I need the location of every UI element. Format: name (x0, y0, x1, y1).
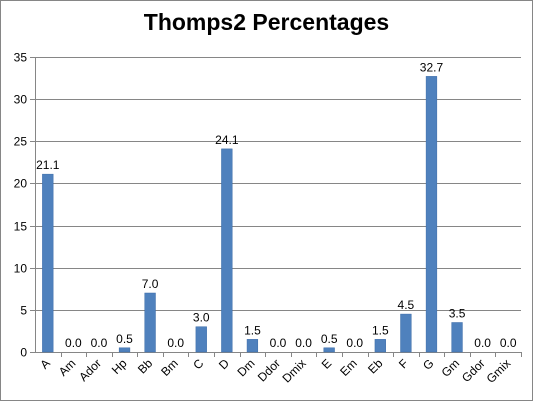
data-label-dm: 1.5 (244, 323, 261, 337)
y-tick-label: 5 (20, 304, 27, 318)
bar-g (425, 76, 438, 353)
bar-e (323, 347, 335, 353)
bar-eb (374, 339, 386, 353)
data-label-d: 24.1 (215, 133, 239, 147)
data-label-bb: 7.0 (142, 277, 159, 291)
x-tick-label-g: G (420, 356, 437, 373)
x-tick-label-a: A (37, 356, 53, 372)
data-label-gm: 3.5 (449, 307, 466, 321)
x-tick-label-d: D (216, 356, 232, 372)
data-label-g: 32.7 (420, 60, 444, 74)
bar-dm (246, 339, 259, 353)
y-tick-label: 20 (14, 177, 28, 191)
x-tick-label-dm: Dm (234, 356, 257, 379)
data-label-am: 0.0 (65, 336, 82, 350)
data-label-ador: 0.0 (91, 336, 108, 350)
data-label-em: 0.0 (346, 336, 363, 350)
data-label-gmix: 0.0 (500, 336, 517, 350)
data-label-c: 3.0 (193, 311, 210, 325)
gridlines (35, 57, 521, 311)
x-tick-label-gdor: Gdor (459, 356, 488, 385)
x-tick-label-dmix: Dmix (279, 356, 308, 385)
x-tick-label-gmix: Gmix (484, 356, 514, 386)
data-label-dmix: 0.0 (295, 336, 312, 350)
y-tick-label: 10 (14, 262, 28, 276)
x-tick-label-e: E (319, 356, 335, 372)
data-label-gdor: 0.0 (474, 336, 491, 350)
bar-f (400, 313, 412, 353)
data-label-a: 21.1 (36, 158, 60, 172)
x-tick-label-c: C (190, 356, 206, 372)
bar-a (42, 173, 54, 353)
data-label-bm: 0.0 (167, 336, 184, 350)
axes (30, 57, 522, 357)
bars (42, 76, 463, 353)
x-tick-label-em: Em (337, 356, 360, 379)
data-label-e: 0.5 (321, 332, 338, 346)
data-label-hp: 0.5 (116, 332, 133, 346)
x-tick-label-ddor: Ddor (255, 356, 283, 384)
y-tick-labels: 0 5 10 15 20 25 30 35 (14, 51, 28, 360)
chart-title: Thomps2 Percentages (143, 9, 390, 35)
x-tick-label-gm: Gm (439, 356, 463, 380)
y-tick-label: 0 (20, 346, 27, 360)
data-label-eb: 1.5 (372, 323, 389, 337)
x-tick-label-bb: Bb (135, 356, 156, 377)
x-tick-label-eb: Eb (365, 356, 386, 377)
data-label-ddor: 0.0 (270, 336, 287, 350)
y-tick-label: 30 (14, 93, 28, 107)
data-label-f: 4.5 (398, 298, 415, 312)
data-labels: 21.1 0.0 0.0 0.5 7.0 0.0 3.0 24.1 1.5 0.0 0.0 0.5 0.… (36, 60, 517, 350)
x-tick-label-am: Am (56, 356, 79, 379)
x-tick-label-hp: Hp (109, 356, 130, 377)
y-tick-label: 35 (14, 51, 28, 65)
bar-c (195, 326, 207, 353)
y-tick-label: 25 (14, 135, 28, 149)
x-tick-label-bm: Bm (158, 356, 181, 379)
bar-hp (118, 347, 131, 353)
bar-bb (144, 292, 156, 353)
x-tick-label-f: F (396, 356, 411, 371)
bar-gm (451, 322, 463, 353)
bar-d (221, 148, 233, 353)
x-tick-label-ador: Ador (76, 356, 104, 384)
y-tick-label: 15 (14, 220, 28, 234)
